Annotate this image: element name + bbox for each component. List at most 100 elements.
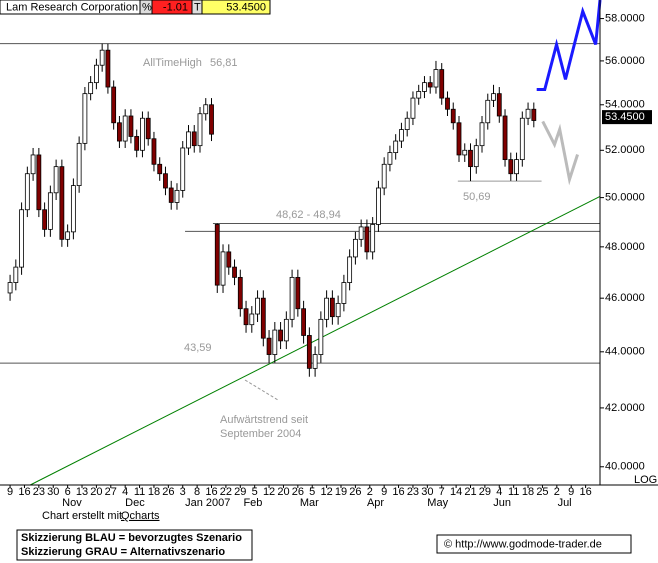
trend-label: September 2004 <box>220 428 301 440</box>
credit: Chart erstellt mit <box>42 510 122 522</box>
x-tick-label: 8 <box>194 486 200 498</box>
x-tick-label: 4 <box>496 486 502 498</box>
candle-body <box>358 226 364 240</box>
x-tick-label: 16 <box>579 486 591 498</box>
change: -1.01 <box>163 1 188 13</box>
candle-body <box>266 337 272 355</box>
month-label: Jul <box>558 497 572 509</box>
candle-body <box>111 86 117 124</box>
month-label: Mar <box>300 497 319 509</box>
candle-body <box>13 266 19 283</box>
candle-body <box>416 91 422 99</box>
x-tick-label: 2 <box>554 486 560 498</box>
candle-body <box>128 115 134 137</box>
credit-link[interactable]: Qcharts <box>121 510 160 522</box>
candle-body <box>30 154 36 175</box>
trendline <box>29 195 601 486</box>
candle-body <box>42 209 48 230</box>
candle-body <box>232 266 237 278</box>
candle-body <box>47 192 53 230</box>
candle-body <box>99 49 105 66</box>
x-tick-label: 27 <box>105 486 117 498</box>
candle-body <box>59 166 65 240</box>
y-tick-label: 52.0000 <box>605 144 645 156</box>
x-tick-label: 12 <box>263 486 275 498</box>
candle-body <box>491 93 496 101</box>
legend-entry: Skizzierung BLAU = bevorzugtes Szenario <box>21 532 242 544</box>
candle-body <box>381 163 387 189</box>
x-tick-label: 20 <box>90 486 102 498</box>
candle-body <box>312 354 318 369</box>
last-price: 53.4500 <box>226 1 266 13</box>
x-tick-label: 9 <box>568 486 574 498</box>
candle-body <box>76 142 82 187</box>
candle-body <box>462 149 468 156</box>
candle-body <box>145 117 151 140</box>
copyright[interactable]: © http://www.godmode-trader.de <box>444 538 602 550</box>
candle-body <box>180 147 186 191</box>
candle-body <box>134 136 140 151</box>
scenario-line <box>541 120 579 186</box>
scenario-line <box>536 0 602 91</box>
x-tick-label: 7 <box>439 486 445 498</box>
candle-body <box>433 69 439 88</box>
candle-body <box>456 122 462 156</box>
x-tick-label: 16 <box>205 486 217 498</box>
candle-body <box>519 117 525 161</box>
change-unit: % <box>142 1 152 13</box>
x-tick-label: 3 <box>180 486 186 498</box>
month-label: Jan 2007 <box>185 497 230 509</box>
candle-body <box>191 131 197 147</box>
legend-box <box>16 529 253 561</box>
candle-body <box>364 226 370 253</box>
x-tick-label: 30 <box>47 486 59 498</box>
candle-body <box>289 276 295 320</box>
legend-entry: Skizzierung GRAU = Alternativszenario <box>21 546 225 558</box>
candle-body <box>122 115 128 142</box>
candle-body <box>70 185 76 233</box>
candle-body <box>324 297 330 320</box>
candle-body <box>117 122 122 142</box>
candle-body <box>531 108 537 121</box>
candle-body <box>53 166 59 194</box>
x-tick-label: 30 <box>421 486 433 498</box>
x-tick-label: 5 <box>309 486 315 498</box>
candle-body <box>197 113 203 147</box>
candle-body <box>347 256 353 283</box>
candle-body <box>514 159 519 175</box>
x-tick-label: 20 <box>277 486 289 498</box>
x-tick-label: 4 <box>122 486 128 498</box>
last-box <box>201 0 271 15</box>
x-tick-label: 11 <box>134 486 145 498</box>
candle-body <box>7 282 13 294</box>
candle-body <box>272 329 278 355</box>
month-label: Nov <box>62 497 82 509</box>
y-tick-label: 40.0000 <box>605 461 645 473</box>
x-tick-label: 23 <box>33 486 45 498</box>
candle-body <box>168 187 174 203</box>
candle-body <box>36 154 42 211</box>
candle-body <box>508 159 514 175</box>
y-tick-label: 56.0000 <box>605 55 645 67</box>
trend-label: Aufwärtstrend seit <box>220 414 308 426</box>
x-tick-label: 23 <box>407 486 419 498</box>
x-tick-label: 22 <box>220 486 232 498</box>
y-tick-label: 48.0000 <box>605 241 645 253</box>
x-tick-label: 14 <box>450 486 462 498</box>
x-tick-label: 9 <box>381 486 387 498</box>
level-name: AllTimeHigh <box>143 57 202 69</box>
zone-label: 48,62 - 48,94 <box>276 209 341 221</box>
candle-body <box>140 117 145 151</box>
candle-body <box>186 131 191 149</box>
level-label: 50,69 <box>463 191 491 203</box>
month-label: Feb <box>243 497 262 509</box>
candle-body <box>352 238 358 258</box>
candle-body <box>393 140 399 154</box>
month-label: Jun <box>493 497 511 509</box>
plot-area <box>0 0 602 486</box>
candle-body <box>220 251 226 286</box>
candle-body <box>260 297 266 339</box>
candle-body <box>243 308 249 326</box>
candle-body <box>255 297 260 315</box>
